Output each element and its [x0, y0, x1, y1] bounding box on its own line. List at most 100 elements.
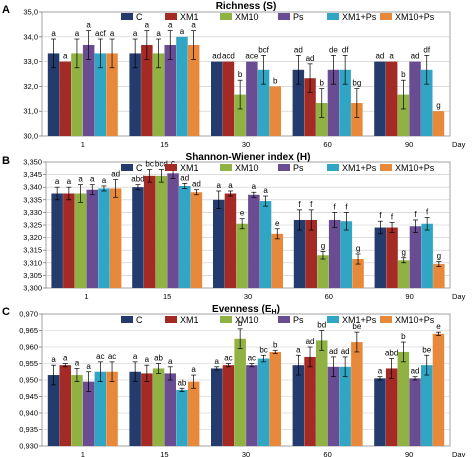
legend-swatch	[327, 164, 339, 171]
y-tick-label: 0,940	[19, 409, 38, 418]
x-axis-label: Day	[452, 450, 466, 457]
bar	[248, 194, 260, 288]
panel-letter: C	[2, 306, 10, 318]
bar	[374, 378, 386, 446]
x-tick-label: 90	[405, 292, 413, 301]
legend-label: XM10	[235, 163, 259, 173]
significance-label: a	[110, 29, 115, 38]
x-axis-label: Day	[452, 140, 466, 149]
bar	[51, 193, 63, 288]
significance-label: bg	[352, 79, 361, 88]
bar	[432, 111, 445, 136]
significance-label: g	[436, 101, 440, 110]
significance-label: f	[414, 210, 417, 219]
bar	[304, 78, 316, 136]
bar	[211, 61, 223, 136]
legend-swatch	[121, 316, 133, 323]
legend-label: C	[136, 12, 143, 22]
bar	[316, 340, 328, 446]
bar	[141, 373, 153, 446]
significance-label: bd	[317, 321, 326, 330]
x-tick-label: 30	[242, 450, 250, 457]
significance-label: f	[334, 202, 337, 211]
bar	[47, 375, 60, 446]
legend-swatch	[278, 164, 290, 171]
legend-label: XM10+Ps	[395, 315, 435, 325]
bar	[305, 219, 317, 288]
y-tick-label: 0,960	[19, 343, 38, 352]
bar	[269, 351, 281, 446]
y-tick-label: 0,935	[19, 425, 38, 434]
y-tick-label: 3,300	[23, 284, 42, 293]
bar	[409, 61, 421, 136]
significance-label: ac	[224, 354, 232, 363]
significance-label: a	[145, 355, 150, 364]
significance-label: ab	[154, 354, 163, 363]
y-tick-label: 0,955	[19, 359, 38, 368]
significance-label: e	[275, 219, 280, 228]
bar	[152, 368, 165, 446]
significance-label: bcf	[258, 45, 269, 54]
legend-label: XM10	[235, 12, 259, 22]
legend-swatch	[165, 316, 177, 323]
significance-label: a	[90, 175, 95, 184]
significance-label: b	[273, 340, 278, 349]
significance-label: f	[345, 202, 348, 211]
panel-title: Richness (S)	[216, 1, 277, 12]
x-tick-label: 30	[242, 140, 250, 149]
bar	[432, 333, 445, 446]
y-tick-label: 0,945	[19, 392, 38, 401]
bar	[164, 373, 176, 446]
bar	[409, 226, 422, 288]
bar	[246, 365, 258, 446]
legend-swatch	[220, 316, 232, 323]
bar	[374, 61, 386, 136]
significance-label: bc	[259, 345, 267, 354]
x-tick-label: 15	[163, 292, 171, 301]
bar	[109, 188, 122, 288]
significance-label: a	[75, 29, 80, 38]
bar	[339, 366, 351, 446]
significance-label: a	[133, 352, 138, 361]
legend-label: XM1	[180, 12, 199, 22]
significance-label: a	[55, 177, 60, 186]
x-tick-label: 90	[405, 450, 413, 457]
significance-label: a	[67, 177, 72, 186]
significance-label: bcd	[155, 160, 168, 169]
legend-label: Ps	[293, 315, 304, 325]
significance-label: a	[86, 21, 91, 30]
significance-label: b	[401, 332, 406, 341]
significance-label: ab	[177, 378, 186, 387]
significance-label: de	[329, 45, 338, 54]
significance-label: abd	[131, 175, 144, 184]
legend-label: XM10	[235, 315, 259, 325]
significance-label: a	[180, 27, 185, 36]
y-tick-label: 3,320	[23, 233, 42, 242]
legend-label: XM1+Ps	[342, 315, 377, 325]
bar	[374, 227, 387, 288]
significance-label: b	[320, 79, 325, 88]
significance-label: b	[273, 76, 278, 85]
significance-label: a	[168, 21, 173, 30]
bar	[179, 185, 191, 288]
significance-label: f	[310, 200, 313, 209]
significance-label: ad	[411, 52, 420, 61]
bar	[385, 61, 398, 136]
significance-label: ad	[329, 347, 338, 356]
significance-label: ad	[180, 173, 189, 182]
significance-label: ace	[245, 52, 258, 61]
y-tick-label: 34,0	[23, 32, 38, 41]
y-tick-label: 3,305	[23, 271, 42, 280]
legend-swatch	[278, 13, 290, 20]
significance-label: a	[389, 52, 394, 61]
bar	[167, 173, 179, 288]
bar	[433, 264, 445, 288]
bar	[106, 371, 118, 446]
x-tick-label: 1	[81, 450, 85, 457]
bar	[257, 358, 270, 446]
legend-label: XM1+Ps	[342, 12, 377, 22]
y-tick-label: 3,315	[23, 246, 42, 255]
legend-swatch	[121, 13, 133, 20]
legend-label: C	[136, 315, 143, 325]
panel-title: Evenness (EH)	[212, 304, 280, 316]
